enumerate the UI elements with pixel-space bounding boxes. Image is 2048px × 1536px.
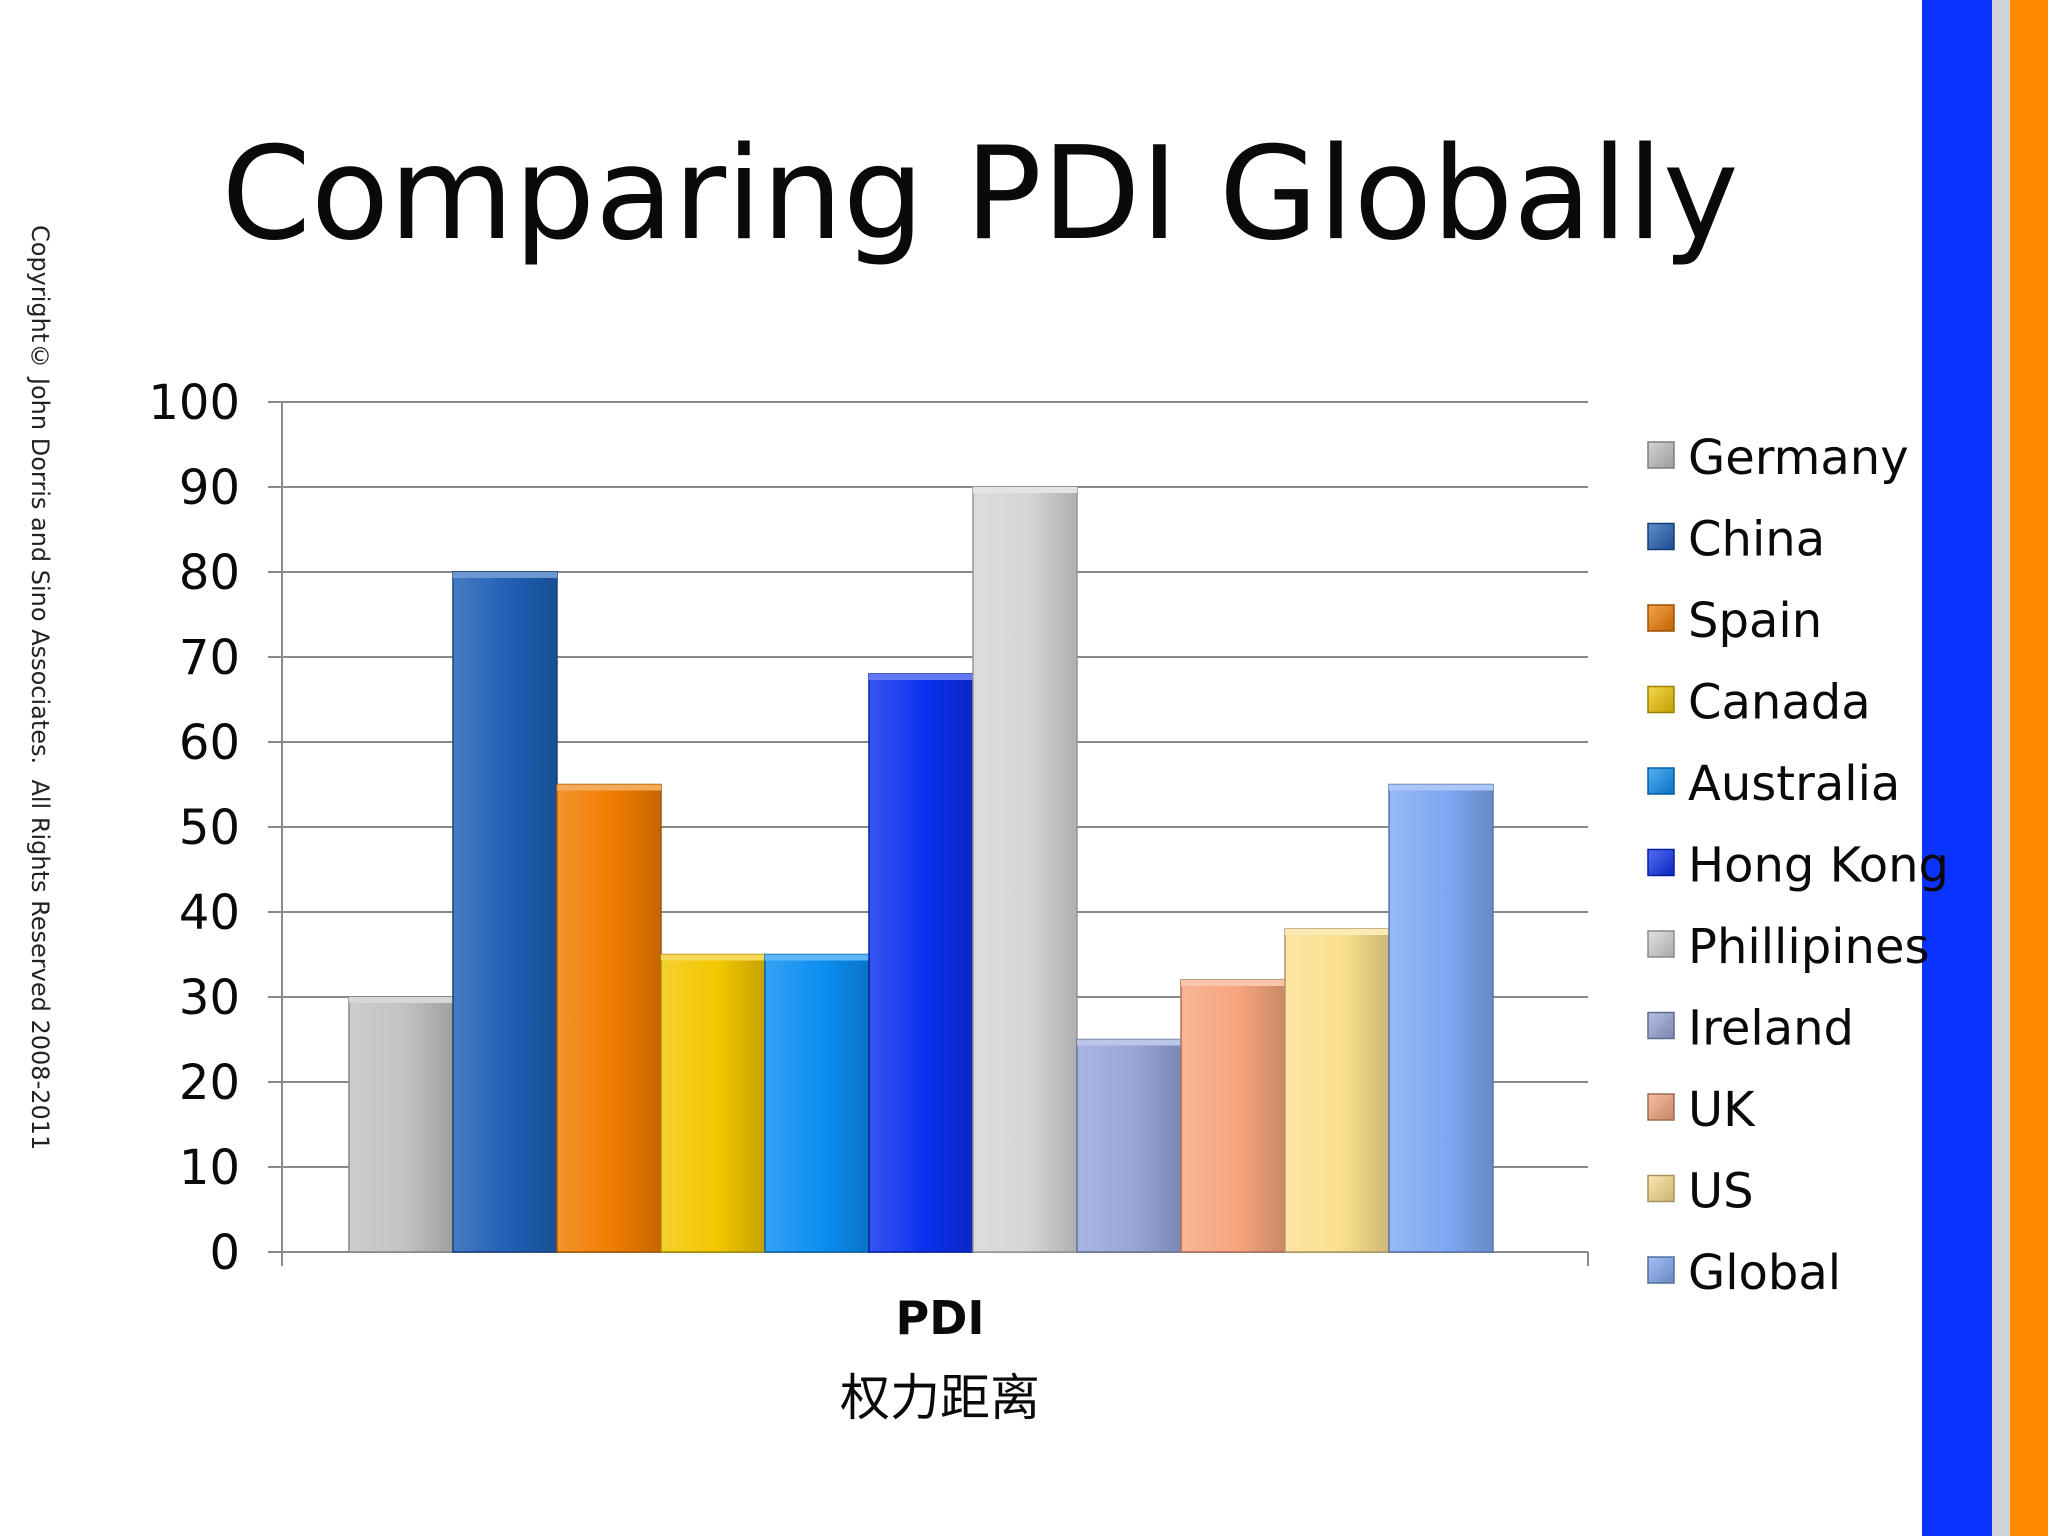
legend-swatch (1647, 1174, 1675, 1203)
bar-top-highlight (1389, 784, 1493, 791)
legend-swatch (1647, 767, 1675, 795)
y-tick-label: 70 (179, 630, 240, 686)
bar-canada (660, 953, 766, 1253)
legend-label: Global (1688, 1245, 1841, 1301)
bar-china (452, 571, 558, 1253)
legend-label: Spain (1688, 593, 1822, 649)
legend-swatch (1647, 1256, 1675, 1284)
bar-germany (348, 996, 454, 1253)
legend-swatch (1647, 1093, 1675, 1121)
legend-label: Australia (1688, 756, 1900, 812)
y-tick-label: 30 (179, 970, 240, 1026)
x-category-sublabel: 权力距离 (840, 1369, 1040, 1427)
y-tick-label: 20 (179, 1055, 240, 1111)
legend-label: Canada (1688, 675, 1871, 731)
bar-top-highlight (1077, 1039, 1181, 1046)
axis-labels: 0 10 20 30 40 50 60 70 80 90 100 PDI 权力距离 (148, 375, 1040, 1427)
legend-swatch (1647, 685, 1675, 714)
y-tick-label: 80 (179, 545, 240, 601)
bar-top-highlight (1285, 929, 1389, 935)
bar-top-highlight (557, 784, 661, 791)
y-tick-label: 90 (179, 460, 240, 516)
legend-swatch (1647, 604, 1675, 632)
y-tick-label: 40 (179, 885, 240, 941)
bar-top-highlight (661, 954, 765, 961)
legend-swatch (1647, 441, 1675, 469)
side-stripe-blue (1922, 0, 1992, 1536)
bar-top-highlight (973, 487, 1077, 493)
bar-top-highlight (765, 954, 869, 961)
bar-top-highlight (869, 674, 973, 680)
bar-top-highlight (1181, 980, 1285, 986)
legend-label: Ireland (1688, 1001, 1854, 1057)
bar-us (1284, 928, 1390, 1253)
bar-uk (1180, 979, 1286, 1253)
bar-global (1388, 783, 1494, 1253)
legend-label: US (1688, 1164, 1754, 1220)
side-stripe-orange (2010, 0, 2048, 1536)
bar-top-highlight (453, 572, 557, 578)
bar-ireland (1076, 1038, 1182, 1253)
x-category-label: PDI (895, 1291, 984, 1345)
bars (348, 486, 1494, 1253)
legend: Germany China Spain Canada Australia Hong Kon… (1647, 430, 1949, 1301)
bar-spain (556, 783, 662, 1253)
legend-label: China (1688, 512, 1825, 568)
bar-hong-kong (868, 673, 974, 1253)
y-tick-label: 50 (179, 800, 240, 856)
bar-australia (764, 953, 870, 1253)
bar-top-highlight (349, 997, 453, 1003)
legend-label: Germany (1688, 430, 1909, 486)
side-stripe-gray (1992, 0, 2010, 1536)
y-tick-label: 10 (179, 1140, 240, 1196)
legend-swatch (1647, 848, 1675, 877)
copyright-notice: Copyright© John Dorris and Sino Associat… (26, 225, 54, 1151)
legend-swatch (1647, 930, 1675, 958)
y-tick-label: 0 (209, 1225, 240, 1281)
bar-phillipines (972, 486, 1078, 1253)
legend-label: Phillipines (1688, 919, 1929, 975)
legend-label: UK (1688, 1082, 1756, 1138)
legend-swatch (1647, 522, 1675, 551)
slide-title: Comparing PDI Globally (221, 120, 1739, 269)
legend-swatch (1647, 1011, 1675, 1040)
y-tick-label: 100 (148, 375, 240, 431)
legend-label: Hong Kong (1688, 838, 1949, 894)
y-tick-label: 60 (179, 715, 240, 771)
